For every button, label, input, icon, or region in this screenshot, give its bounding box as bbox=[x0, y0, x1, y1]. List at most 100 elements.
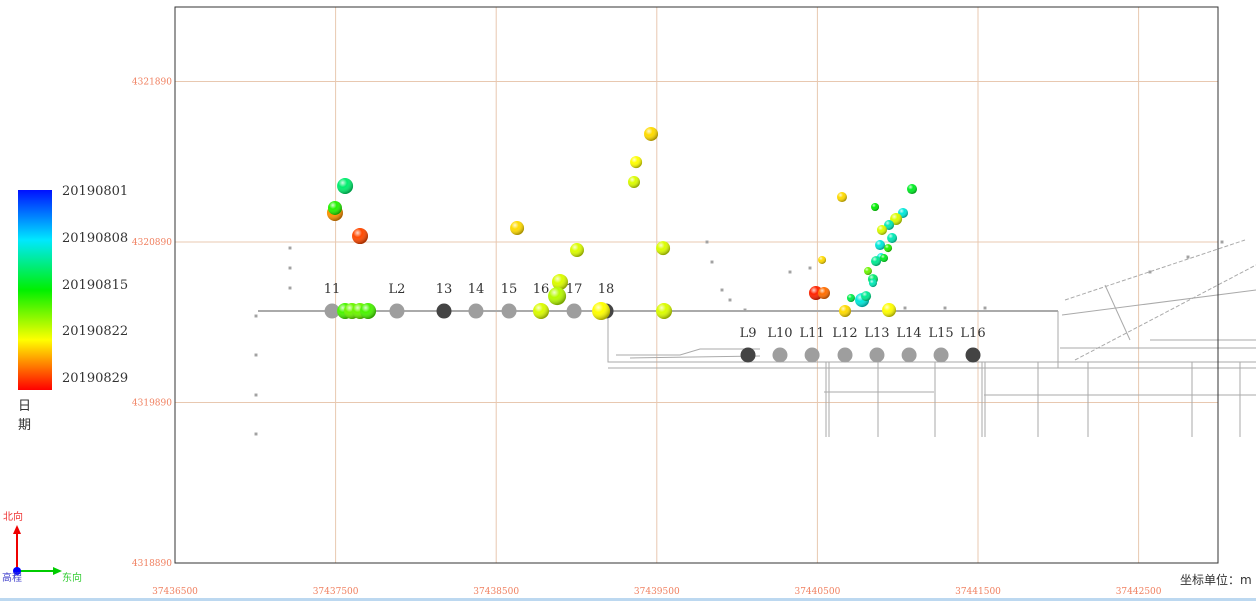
colorbar-title: 日期 bbox=[18, 399, 32, 433]
x-tick-label: 37441500 bbox=[955, 587, 1001, 597]
survey-point-marker bbox=[943, 306, 947, 310]
x-tick-label: 37439500 bbox=[634, 587, 680, 597]
station-marker bbox=[468, 303, 484, 319]
survey-point-marker bbox=[254, 353, 258, 357]
event-sphere-shading bbox=[875, 240, 886, 251]
x-tick-label: 37436500 bbox=[152, 587, 198, 597]
event-sphere-shading bbox=[630, 156, 643, 169]
event-sphere-shading bbox=[533, 303, 550, 320]
y-tick-label: 4320890 bbox=[132, 238, 172, 248]
station-label: L11 bbox=[800, 326, 825, 341]
station-label: L13 bbox=[864, 326, 889, 341]
north-label: 北向 bbox=[3, 512, 23, 523]
station-marker bbox=[324, 303, 340, 319]
survey-point-marker bbox=[720, 288, 724, 292]
survey-point-marker bbox=[254, 432, 258, 436]
elevation-label: 高程 bbox=[2, 573, 22, 584]
event-sphere-shading bbox=[337, 177, 354, 194]
station-label: L15 bbox=[928, 326, 953, 341]
x-tick-label: 37440500 bbox=[794, 587, 840, 597]
colorbar-label: 20190822 bbox=[62, 324, 129, 339]
event-sphere-shading bbox=[871, 256, 882, 267]
event-sphere-shading bbox=[627, 175, 640, 188]
station-marker bbox=[772, 347, 788, 363]
x-tick-label: 37437500 bbox=[313, 587, 359, 597]
x-tick-label: 37438500 bbox=[473, 587, 519, 597]
y-tick-label: 4319890 bbox=[132, 399, 172, 409]
survey-point-marker bbox=[743, 308, 747, 312]
station-label: 14 bbox=[468, 282, 485, 297]
station-label: 16 bbox=[533, 282, 550, 297]
grid-lines bbox=[175, 7, 1218, 563]
colorbar-label: 20190829 bbox=[62, 371, 129, 386]
survey-point-marker bbox=[1148, 270, 1152, 274]
axis-ticks: 37436500 37437500 37438500 37439500 37440500… bbox=[132, 78, 1162, 598]
event-sphere-shading bbox=[846, 294, 855, 303]
x-tick-label: 37442500 bbox=[1116, 587, 1162, 597]
station-label: L10 bbox=[767, 326, 792, 341]
survey-point-marker bbox=[903, 306, 907, 310]
event-sphere-shading bbox=[352, 228, 369, 245]
survey-point-marker bbox=[808, 266, 812, 270]
event-sphere-shading bbox=[882, 303, 897, 318]
event-sphere-shading bbox=[551, 273, 568, 290]
station-marker bbox=[965, 347, 981, 363]
survey-point-marker bbox=[288, 266, 292, 270]
event-sphere-shading bbox=[656, 303, 673, 320]
survey-point-marker bbox=[288, 286, 292, 290]
mine-plan bbox=[254, 7, 1256, 563]
colorbar-label: 20190808 bbox=[62, 231, 129, 246]
event-sphere-shading bbox=[818, 255, 827, 264]
event-sphere-shading bbox=[884, 219, 895, 230]
window-bottom-edge bbox=[0, 598, 1256, 601]
station-label: L2 bbox=[388, 282, 405, 297]
y-tick-label: 4321890 bbox=[132, 78, 172, 88]
event-sphere-shading bbox=[836, 192, 847, 203]
unit-label: 坐标单位：m bbox=[1180, 573, 1252, 587]
survey-point-marker bbox=[705, 240, 709, 244]
y-tick-label: 4318890 bbox=[132, 559, 172, 569]
station-marker bbox=[804, 347, 820, 363]
event-sphere-shading bbox=[360, 303, 377, 320]
plot-frame bbox=[174, 6, 1219, 564]
event-sphere-shading bbox=[876, 224, 887, 235]
station-label: 11 bbox=[324, 282, 341, 297]
station-label: 15 bbox=[501, 282, 518, 297]
scatter-marks: 11 L2 13 14 15 16 17 18 L9 L10 L11 L12 L13 L14 L15 L16 bbox=[324, 126, 986, 363]
event-sphere-shading bbox=[906, 184, 917, 195]
colorbar-label: 20190801 bbox=[62, 184, 129, 199]
station-label: L12 bbox=[832, 326, 857, 341]
event-sphere-shading bbox=[644, 126, 659, 141]
station-marker bbox=[933, 347, 949, 363]
east-label: 东向 bbox=[62, 573, 82, 584]
station-marker bbox=[869, 347, 885, 363]
survey-point-marker bbox=[728, 298, 732, 302]
event-sphere-shading bbox=[548, 287, 567, 306]
station-marker bbox=[436, 303, 452, 319]
survey-point-marker bbox=[788, 270, 792, 274]
station-label: 17 bbox=[566, 282, 583, 297]
station-label: L16 bbox=[960, 326, 985, 341]
station-marker bbox=[837, 347, 853, 363]
station-label: L14 bbox=[897, 326, 922, 341]
event-sphere-shading bbox=[510, 221, 525, 236]
survey-point-marker bbox=[288, 246, 292, 250]
station-label: 13 bbox=[436, 282, 453, 297]
event-sphere-shading bbox=[887, 232, 898, 243]
event-sphere-shading bbox=[817, 287, 830, 300]
event-sphere-shading bbox=[890, 213, 903, 226]
event-sphere-shading bbox=[839, 305, 852, 318]
survey-point-marker bbox=[254, 314, 258, 318]
event-sphere-shading bbox=[592, 302, 611, 321]
survey-point-marker bbox=[1186, 255, 1190, 259]
survey-point-marker bbox=[710, 260, 714, 264]
compass-icon bbox=[13, 525, 62, 575]
survey-point-marker bbox=[254, 393, 258, 397]
colorbar bbox=[18, 190, 52, 390]
station-label: 18 bbox=[598, 282, 615, 297]
station-marker bbox=[501, 303, 517, 319]
event-sphere-shading bbox=[871, 203, 880, 212]
event-sphere-shading bbox=[327, 200, 342, 215]
station-label: L9 bbox=[740, 326, 757, 341]
